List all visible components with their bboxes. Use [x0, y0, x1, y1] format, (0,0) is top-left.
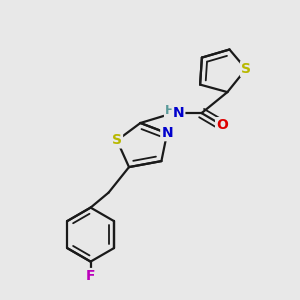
Text: O: O	[216, 118, 228, 132]
Text: S: S	[112, 134, 122, 147]
Text: H: H	[165, 104, 175, 117]
Text: S: S	[241, 62, 251, 76]
Text: N: N	[173, 106, 184, 120]
Text: F: F	[86, 269, 95, 283]
Text: N: N	[161, 126, 173, 140]
